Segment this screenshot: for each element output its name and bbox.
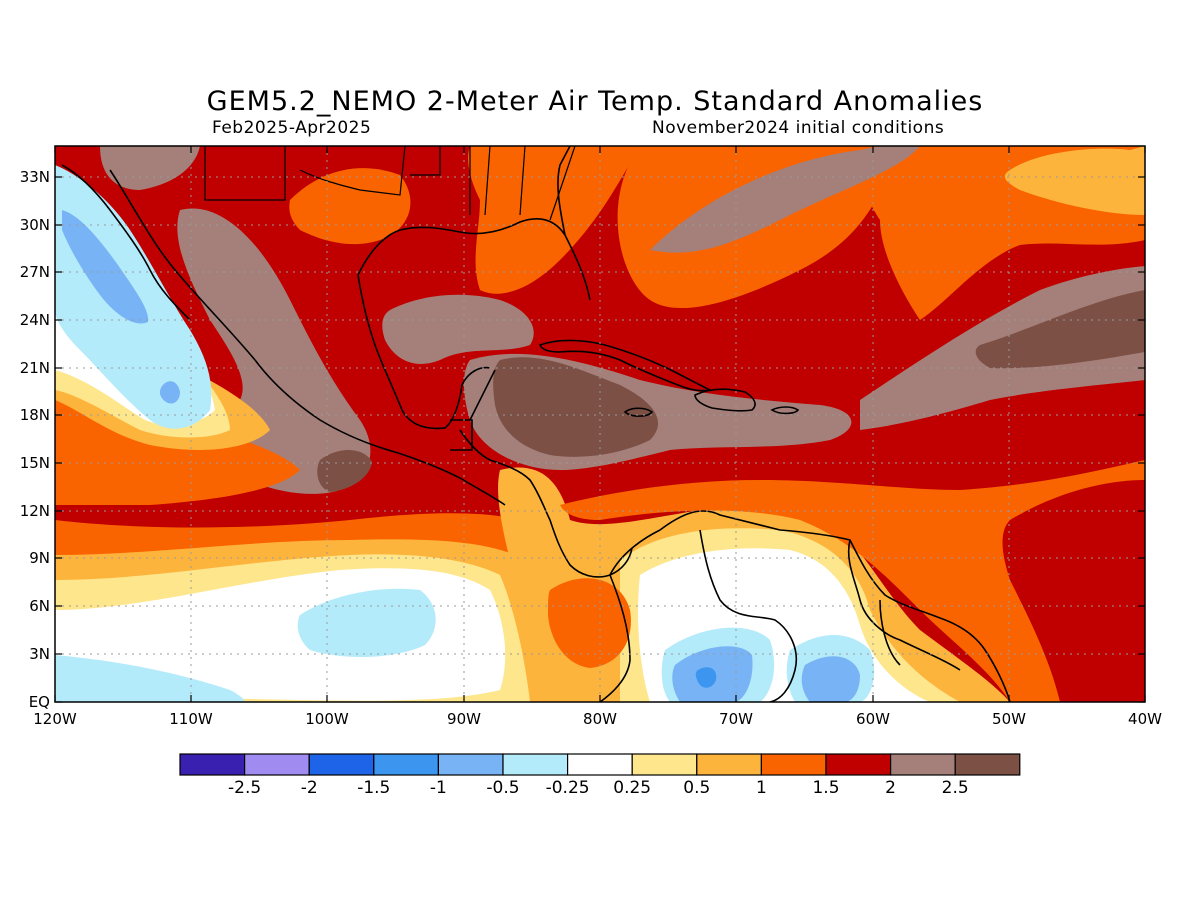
colorbar-label: 2.5 (942, 778, 969, 798)
lat-tick-label: 6N (29, 597, 50, 615)
lat-tick-label: EQ (29, 693, 50, 711)
lon-tick-label: 120W (33, 710, 77, 728)
pacific-ltblue-sw (55, 655, 245, 702)
lat-tick-label: 21N (20, 359, 50, 377)
atlantic-red-se (1002, 480, 1145, 702)
colorbar-label: 0.5 (683, 778, 710, 798)
colorbar-swatch (760, 753, 827, 776)
lat-tick-label: 30N (20, 216, 50, 234)
colorbar-swatch (437, 753, 504, 776)
pacific-blue-spot (159, 381, 180, 404)
lat-tick-label: 12N (20, 502, 50, 520)
puerto-rico (770, 406, 800, 415)
colorbar: -2.5 -2 -1.5 -1 -0.5 -0.25 0.25 0.5 1 1.5 2 2.5 (179, 753, 1021, 798)
jamaica (623, 407, 654, 417)
mexico-brown (317, 450, 372, 492)
lon-tick-label: 80W (583, 710, 617, 728)
colorbar-swatch (179, 753, 246, 776)
lat-tick-label: 9N (29, 549, 50, 567)
tx-orange (289, 168, 411, 245)
south-america-coast (599, 510, 1011, 702)
sa-orange-gulf (548, 578, 631, 668)
colorbar-label: -2.5 (228, 778, 261, 798)
colorbar-swatch (825, 753, 892, 776)
colorbar-label: 1 (756, 778, 767, 798)
colorbar-label: -2 (301, 778, 318, 798)
colorbar-swatch (502, 753, 569, 776)
gulf-taupe (382, 294, 534, 364)
latitude-axis: 33N 30N 27N 24N 21N 18N 15N 12N 9N 6N 3N EQ (20, 168, 1145, 711)
baja-coast (61, 164, 191, 321)
pacific-ltblue-south (297, 588, 436, 657)
colorbar-label: 0.25 (613, 778, 651, 798)
colorbar-label: -0.25 (546, 778, 590, 798)
colorbar-label: 1.5 (812, 778, 839, 798)
lon-tick-label: 90W (447, 710, 481, 728)
atlantic-taupe-band (650, 146, 920, 253)
cuba (538, 339, 713, 392)
colorbar-swatch (696, 753, 762, 776)
us-orange (468, 146, 640, 294)
caribbean-brown (493, 357, 659, 457)
us-state-lines (204, 146, 576, 221)
sa-blue-east (801, 656, 860, 702)
forecast-period: Feb2025-Apr2025 (212, 118, 372, 138)
lon-tick-label: 100W (305, 710, 349, 728)
lat-tick-label: 33N (20, 168, 50, 186)
lat-tick-label: 18N (20, 406, 50, 424)
mexico-coast (109, 169, 506, 506)
colorbar-swatch (889, 753, 956, 776)
anomaly-field (55, 146, 1145, 702)
colorbar-label: -1 (430, 778, 447, 798)
colorbar-swatch (631, 753, 698, 776)
baja-taupe (100, 146, 200, 190)
initial-conditions: November2024 initial conditions (652, 118, 945, 138)
lat-tick-label: 15N (20, 454, 50, 472)
longitude-axis: 120W 110W 100W 90W 80W 70W 60W 50W 40W (33, 146, 1162, 728)
yucatan-border (450, 369, 496, 451)
colorbar-label: -1.5 (357, 778, 390, 798)
lon-tick-label: 50W (992, 710, 1026, 728)
colorbar-swatch (954, 753, 1021, 776)
lat-tick-label: 24N (20, 311, 50, 329)
lat-tick-label: 27N (20, 263, 50, 281)
colorbar-swatch (308, 753, 375, 776)
colorbar-swatch (244, 753, 310, 776)
colorbar-label: 2 (885, 778, 896, 798)
atlantic-orange-south (560, 460, 1145, 702)
atlantic-brown-east (975, 290, 1145, 369)
pacific-blue-west (62, 210, 149, 324)
lon-tick-label: 60W (856, 710, 890, 728)
lon-tick-label: 40W (1128, 710, 1162, 728)
atlantic-yellow-ne (1004, 146, 1145, 215)
lat-tick-label: 3N (29, 645, 50, 663)
colorbar-swatch (566, 753, 633, 776)
coastlines (61, 146, 1011, 702)
colorbar-swatch (373, 753, 439, 776)
colorbar-label: -0.5 (486, 778, 519, 798)
sa-blue2-spot (695, 667, 717, 688)
sa-interior-border (699, 529, 961, 702)
hispaniola (694, 388, 756, 412)
lon-tick-label: 110W (169, 710, 213, 728)
lon-tick-label: 70W (719, 710, 753, 728)
map-title: GEM5.2_NEMO 2-Meter Air Temp. Standard A… (206, 86, 984, 117)
